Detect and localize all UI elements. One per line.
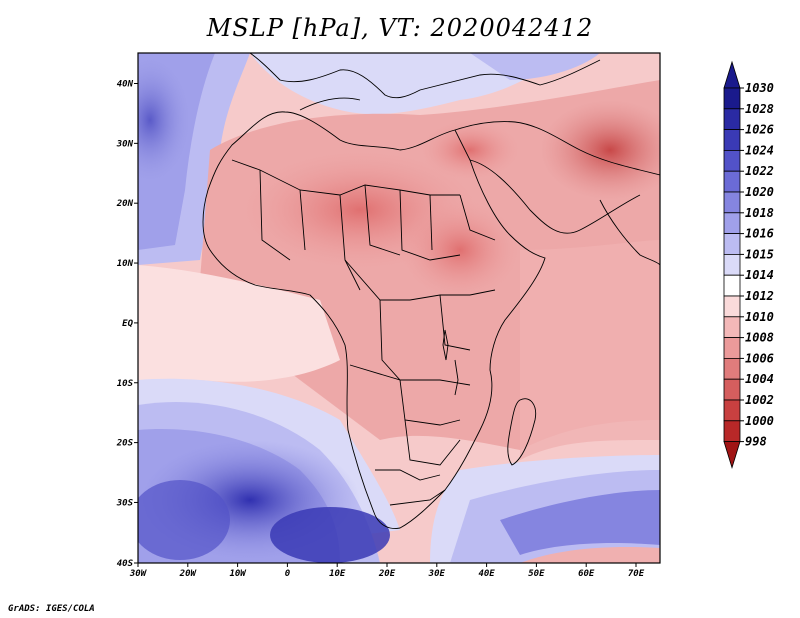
pressure-field — [138, 53, 660, 563]
lon-label: 60E — [578, 569, 595, 579]
colorbar-level-label: 1020 — [745, 185, 774, 199]
colorbar-level-label: 1022 — [745, 164, 774, 178]
colorbar-level-label: 1028 — [745, 102, 774, 116]
lat-label: 20N — [116, 199, 134, 209]
colorbar-labels: 1030 1028 1026 1024 1022 1020 1018 1016 1015 1014… — [745, 81, 774, 449]
colorbar-swatch — [723, 212, 741, 235]
lon-label: 20W — [179, 569, 198, 579]
lon-label: 30W — [129, 569, 148, 579]
colorbar-level-label: 1024 — [745, 143, 774, 157]
colorbar-level-label: 1002 — [745, 393, 774, 407]
colorbar-swatch — [723, 399, 741, 422]
colorbar-swatch — [723, 316, 741, 338]
lat-label: 10N — [117, 259, 134, 269]
coastlines — [202, 53, 660, 529]
lon-label: 0 — [285, 569, 291, 579]
chart-title: MSLP [hPa], VT: 2020042412 — [206, 14, 594, 42]
lat-label: 10S — [117, 379, 134, 389]
latitude-labels: 40N 30N 20N 10N EQ 10S 20S 30S 40S — [116, 80, 134, 570]
lat-label: 20S — [116, 439, 134, 449]
lon-label: 30E — [428, 569, 446, 579]
lon-label: 10E — [329, 569, 346, 579]
lat-label: EQ — [122, 319, 133, 329]
colorbar-swatch — [723, 253, 741, 276]
colorbar-bottom-arrow — [723, 441, 741, 469]
colorbar-swatch — [723, 420, 741, 442]
colorbar-level-label: 1030 — [745, 81, 774, 95]
colorbar-top-arrow — [723, 60, 741, 89]
colorbar-level-label: 998 — [745, 435, 767, 449]
map-frame — [137, 52, 661, 564]
colorbar-swatch — [723, 274, 741, 297]
colorbar-level-label: 1026 — [745, 123, 774, 137]
colorbar-level-label: 1004 — [745, 372, 774, 386]
colorbar-level-label: 1016 — [745, 227, 774, 241]
colorbar-swatch — [723, 87, 741, 110]
colorbar — [723, 60, 744, 469]
lon-label: 40E — [478, 569, 495, 579]
lat-label: 30N — [116, 139, 134, 149]
colorbar-level-label: 1010 — [745, 310, 774, 324]
colorbar-swatch — [723, 129, 741, 151]
colorbar-level-label: 1018 — [745, 206, 774, 220]
colorbar-swatch — [723, 233, 741, 255]
colorbar-swatch — [723, 170, 741, 193]
colorbar-level-label: 1014 — [745, 268, 774, 282]
lat-label: 30S — [116, 498, 134, 508]
lon-label: 70E — [628, 569, 645, 579]
colorbar-swatch — [723, 191, 741, 214]
longitude-labels: 30W 20W 10W 0 10E 20E 30E 40E 50E 60E 70E — [129, 569, 645, 579]
axis-ticks — [134, 83, 637, 567]
colorbar-level-label: 1008 — [745, 331, 774, 345]
lon-label: 20E — [378, 569, 396, 579]
colorbar-swatch — [723, 378, 741, 401]
colorbar-swatch — [723, 295, 741, 318]
lat-label: 40N — [117, 80, 134, 90]
grads-credit: GrADS: IGES/COLA — [8, 604, 95, 614]
colorbar-level-label: 1006 — [745, 351, 774, 365]
colorbar-swatch — [723, 357, 741, 380]
colorbar-level-label: 1012 — [745, 289, 774, 303]
colorbar-swatch — [723, 149, 741, 172]
colorbar-level-label: 1015 — [745, 247, 774, 261]
lon-label: 50E — [528, 569, 545, 579]
lat-label: 40S — [117, 559, 134, 569]
colorbar-swatch — [723, 337, 741, 359]
colorbar-swatch — [723, 108, 741, 131]
colorbar-level-label: 1000 — [745, 414, 774, 428]
lon-label: 10W — [229, 569, 247, 579]
